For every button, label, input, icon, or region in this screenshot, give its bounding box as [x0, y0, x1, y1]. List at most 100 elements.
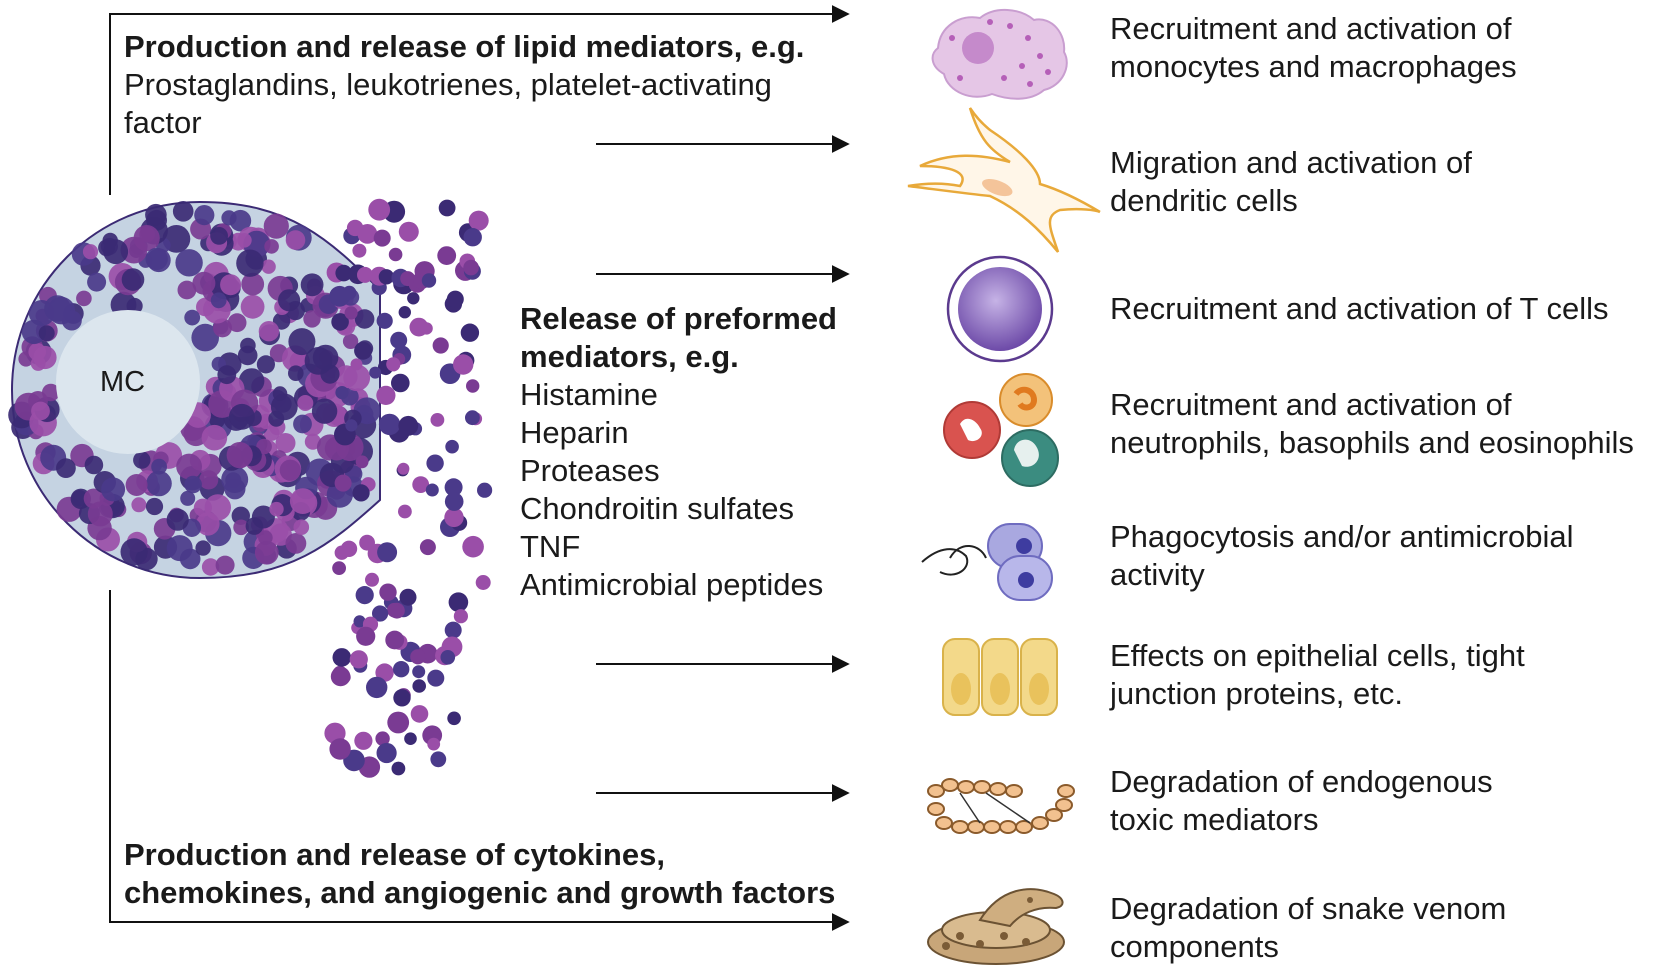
- released-granule: [468, 210, 489, 231]
- released-granule: [447, 711, 461, 726]
- granule: [221, 210, 237, 226]
- released-granule: [390, 331, 408, 349]
- granulocytes-icon: [943, 373, 1059, 487]
- released-granule: [369, 366, 382, 379]
- chain-bead: [935, 816, 953, 830]
- released-granule: [391, 373, 410, 393]
- granule: [261, 259, 276, 274]
- granule: [87, 272, 107, 292]
- preformed-item: Proteases: [520, 453, 660, 488]
- released-granule: [426, 454, 444, 472]
- released-granule: [359, 534, 375, 551]
- released-granule: [334, 545, 349, 560]
- preformed-title: Release of preformed: [520, 301, 837, 336]
- preformed-item: Antimicrobial peptides: [520, 567, 824, 602]
- released-granule: [377, 542, 398, 563]
- mast-cell: [8, 200, 381, 580]
- released-granule: [379, 583, 397, 601]
- connector-lines: [109, 5, 850, 931]
- granule: [31, 401, 50, 421]
- released-granule: [412, 476, 430, 493]
- released-granules: [324, 198, 493, 778]
- granule: [233, 519, 249, 536]
- released-granule: [386, 357, 401, 372]
- released-granule: [430, 751, 447, 768]
- granule: [201, 558, 220, 576]
- granule: [311, 398, 338, 424]
- released-granule: [453, 609, 468, 624]
- granule: [103, 239, 129, 265]
- granule: [84, 455, 104, 475]
- granule: [237, 233, 252, 248]
- preformed-title: mediators, e.g.: [520, 339, 739, 374]
- effect-epithelial: Effects on epithelial cells, tight junct…: [1110, 637, 1525, 713]
- chain-bead: [983, 820, 1001, 834]
- granule: [38, 325, 55, 342]
- effect-text: junction proteins, etc.: [1110, 676, 1403, 711]
- granule: [175, 249, 203, 277]
- released-granule: [387, 602, 402, 618]
- chain-bead: [1045, 808, 1063, 822]
- preformed-item: Histamine: [520, 377, 658, 412]
- effect-text: toxic mediators: [1110, 802, 1319, 837]
- lipid-title: Production and release of lipid mediator…: [124, 29, 805, 64]
- released-granule: [427, 669, 445, 687]
- mast-cell-granules: [8, 201, 381, 576]
- effect-text: neutrophils, basophils and eosinophils: [1110, 425, 1634, 460]
- released-granule: [376, 385, 396, 405]
- released-granule: [332, 561, 346, 575]
- granule: [221, 466, 249, 493]
- cytokines-title: chemokines, and angiogenic and growth fa…: [124, 875, 836, 910]
- released-granule: [444, 478, 463, 497]
- effect-text: Recruitment and activation of: [1110, 387, 1512, 422]
- granule: [180, 490, 196, 506]
- released-granule: [444, 492, 464, 511]
- released-granule: [412, 679, 427, 693]
- granule: [279, 459, 301, 481]
- granule: [220, 274, 242, 296]
- granule: [256, 355, 275, 374]
- chain-bead: [951, 820, 969, 834]
- released-granule: [398, 306, 411, 319]
- released-granule: [460, 323, 480, 342]
- released-granule: [344, 306, 358, 320]
- released-granule: [375, 663, 394, 682]
- rattlesnake-icon: [927, 888, 1065, 965]
- released-granule: [376, 742, 397, 764]
- chain-bead: [999, 820, 1017, 834]
- granule: [199, 470, 219, 490]
- released-granule: [354, 341, 373, 360]
- dendritic-cell-icon: [907, 107, 1101, 253]
- released-granule: [440, 650, 456, 665]
- released-granule: [393, 689, 411, 707]
- granule: [229, 403, 255, 430]
- released-granule: [437, 246, 457, 265]
- granule: [33, 345, 57, 370]
- released-granule: [355, 586, 374, 605]
- effect-text: Degradation of snake venom: [1110, 891, 1507, 926]
- released-granule: [372, 605, 389, 622]
- granule: [227, 313, 247, 333]
- mast-cell-nucleus: [56, 310, 200, 454]
- released-granule: [398, 221, 419, 242]
- granule: [21, 319, 47, 345]
- chain-bead: [1015, 820, 1033, 834]
- cytokine-arrow: [109, 590, 850, 931]
- released-granule: [410, 705, 429, 723]
- endogenous-toxin-chain-icon: [927, 778, 1075, 834]
- effect-text: Degradation of endogenous: [1110, 764, 1493, 799]
- released-granule: [335, 264, 353, 282]
- released-granule: [393, 661, 410, 678]
- released-granule: [329, 285, 350, 307]
- released-granule: [462, 535, 484, 558]
- granule: [179, 548, 201, 570]
- released-granule: [388, 247, 403, 262]
- released-granule: [463, 228, 482, 247]
- granule: [312, 344, 339, 371]
- released-granule: [465, 410, 480, 426]
- mast-cell-label: MC: [100, 366, 146, 398]
- preformed-item: Chondroitin sulfates: [520, 491, 794, 526]
- granule: [125, 474, 148, 496]
- granule: [44, 295, 71, 322]
- epithelial-cells-icon: [942, 638, 1058, 716]
